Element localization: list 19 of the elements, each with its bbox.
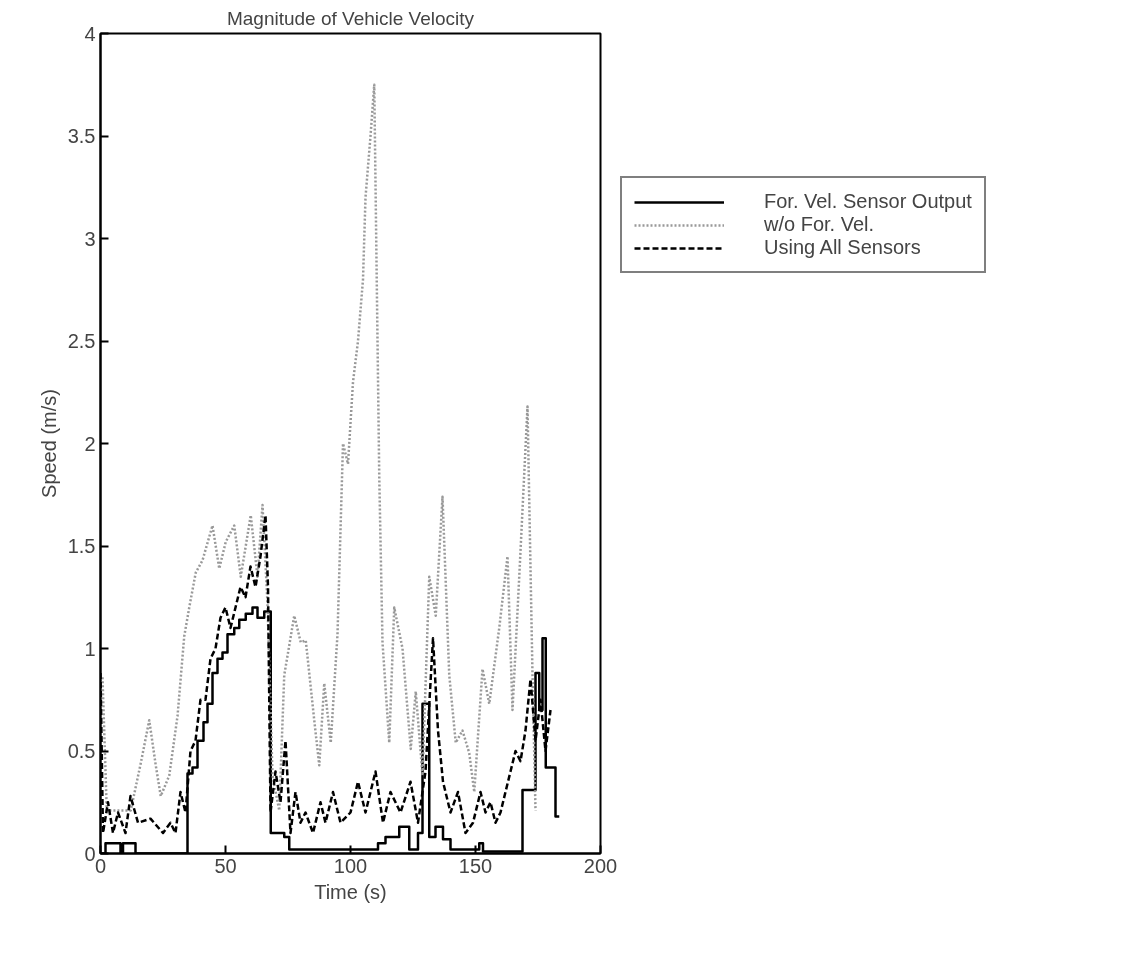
legend-label: w/o For. Vel. bbox=[764, 213, 875, 236]
x-tick-label: 150 bbox=[458, 854, 493, 877]
y-tick-label: 2.5 bbox=[67, 330, 96, 352]
x-tick-label: 100 bbox=[333, 854, 368, 877]
legend-label: For. Vel. Sensor Output bbox=[764, 190, 972, 213]
legend-label: Using All Sensors bbox=[764, 236, 921, 259]
y-tick-label: 1.5 bbox=[67, 535, 96, 557]
x-axis-title: Time (s) bbox=[314, 880, 387, 903]
chart-title: Magnitude of Vehicle Velocity bbox=[226, 7, 475, 29]
y-tick-label: 1 bbox=[84, 637, 96, 660]
x-tick-label: 200 bbox=[583, 854, 618, 877]
y-tick-label: 3 bbox=[84, 227, 96, 250]
y-tick-label: 0.5 bbox=[67, 740, 96, 762]
y-tick-label: 4 bbox=[84, 22, 96, 45]
x-tick-label: 50 bbox=[214, 854, 237, 877]
y-tick-label: 3.5 bbox=[67, 125, 96, 147]
y-tick-label: 2 bbox=[84, 432, 96, 455]
line-series bbox=[101, 83, 537, 812]
y-axis-title: Speed (m/s) bbox=[37, 389, 60, 498]
